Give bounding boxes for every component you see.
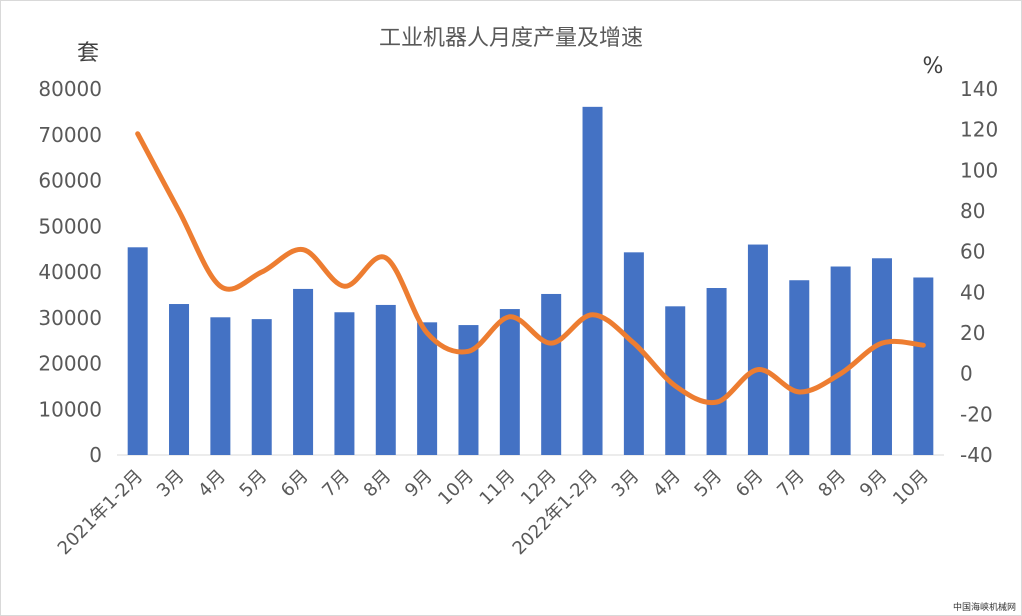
left-tick-label: 40000	[38, 260, 102, 284]
left-tick-label: 50000	[38, 214, 102, 238]
bar-5	[293, 288, 314, 455]
bar-8	[417, 322, 438, 455]
right-tick-label: 60	[960, 240, 985, 264]
x-tick-label: 4月	[194, 466, 230, 502]
left-tick-label: 30000	[38, 306, 102, 330]
bar-2	[169, 304, 190, 455]
bar-17	[789, 280, 810, 455]
right-tick-label: 80	[960, 199, 985, 223]
bar-13	[623, 252, 644, 455]
left-tick-label: 80000	[38, 77, 102, 101]
x-tick-label: 7月	[318, 466, 354, 502]
bar-19	[871, 258, 892, 455]
left-axis-unit: 套	[77, 41, 99, 66]
x-tick-label: 9月	[856, 466, 892, 502]
bar-12	[582, 106, 603, 455]
watermark: 中国海峡机械网	[953, 601, 1016, 613]
bar-10	[499, 309, 520, 455]
bar-series	[127, 106, 934, 455]
right-tick-label: -20	[960, 402, 993, 426]
x-tick-label: 6月	[277, 466, 313, 502]
bar-18	[830, 266, 851, 455]
left-tick-label: 10000	[38, 397, 102, 421]
x-tick-label: 3月	[153, 466, 189, 502]
right-tick-label: -40	[960, 443, 993, 467]
left-tick-label: 60000	[38, 169, 102, 193]
right-tick-label: 100	[960, 158, 998, 182]
left-tick-label: 20000	[38, 352, 102, 376]
right-tick-label: 0	[960, 362, 973, 386]
x-tick-label: 5月	[690, 466, 726, 502]
x-tick-label: 10月	[434, 466, 478, 510]
x-tick-label: 5月	[236, 466, 272, 502]
bar-6	[334, 312, 355, 455]
x-tick-label: 3月	[608, 466, 644, 502]
right-tick-label: 20	[960, 321, 985, 345]
bar-16	[747, 244, 768, 455]
right-axis-unit: %	[923, 54, 944, 79]
bar-14	[665, 306, 686, 455]
bar-4	[251, 319, 272, 455]
bar-3	[210, 317, 231, 455]
x-tick-label: 9月	[401, 466, 437, 502]
right-tick-label: 140	[960, 77, 998, 101]
growth-rate-line	[135, 131, 926, 406]
x-tick-label: 2021年1-2月	[54, 466, 147, 559]
bar-11	[541, 293, 562, 455]
x-tick-label: 7月	[773, 466, 809, 502]
right-tick-label: 120	[960, 118, 998, 142]
x-axis-ticks: 2021年1-2月 3月 4月 5月 6月 7月 8月 9月10月11月12月2022年1-2…	[54, 466, 933, 559]
bar-15	[706, 288, 727, 455]
x-tick-label: 6月	[732, 466, 768, 502]
left-axis-ticks: 0 10000 20000 30000 40000 50000 60000 70000 8000…	[38, 77, 102, 467]
right-tick-label: 40	[960, 280, 985, 304]
chart-title: 工业机器人月度产量及增速	[379, 26, 643, 51]
x-tick-label: 4月	[649, 466, 685, 502]
left-tick-label: 70000	[38, 123, 102, 147]
bar-7	[375, 304, 396, 455]
right-axis-ticks: -40 -20 0 20 40 60 80 100 120 140	[960, 77, 998, 467]
x-tick-label: 10月	[889, 466, 933, 510]
x-tick-label: 8月	[814, 466, 850, 502]
bar-9	[458, 325, 479, 455]
left-tick-label: 0	[89, 443, 102, 467]
x-tick-label: 11月	[476, 466, 520, 510]
bar-1	[127, 247, 148, 455]
x-tick-label: 8月	[360, 466, 396, 502]
bar-20	[913, 277, 934, 455]
